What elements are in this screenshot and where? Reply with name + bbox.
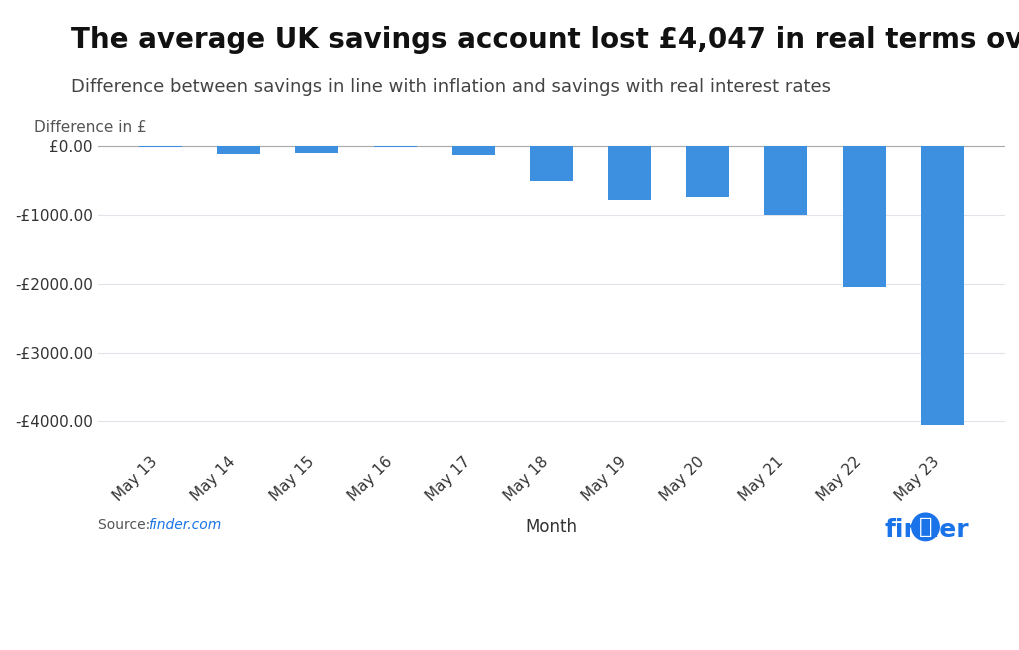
Bar (686, 146, 729, 197)
Bar (920, 146, 963, 424)
Text: ⌕: ⌕ (918, 517, 931, 537)
Text: Difference between savings in line with inflation and savings with real interest: Difference between savings in line with … (71, 78, 830, 96)
Bar (842, 146, 884, 287)
Bar (607, 146, 650, 200)
Text: The average UK savings account lost £4,047 in real terms over 10 years: The average UK savings account lost £4,0… (71, 26, 1019, 54)
Text: Difference in £: Difference in £ (35, 120, 147, 135)
Text: finder.com: finder.com (148, 519, 221, 532)
Bar (296, 146, 338, 153)
Text: finder: finder (883, 519, 968, 543)
Bar (451, 146, 494, 155)
X-axis label: Month: Month (525, 517, 577, 536)
Bar (530, 146, 573, 181)
Bar (763, 146, 807, 215)
Text: Source:: Source: (98, 519, 154, 532)
Bar (139, 146, 182, 147)
Bar (217, 146, 260, 154)
